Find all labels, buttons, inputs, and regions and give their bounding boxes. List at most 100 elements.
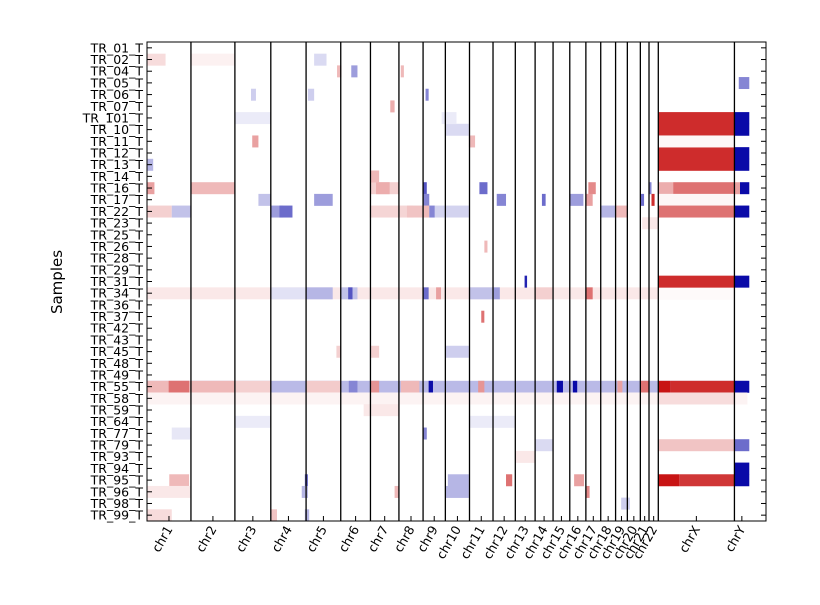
y-tick-label: TR_01_T — [90, 40, 144, 55]
heatmap-cell — [541, 193, 546, 206]
heatmap-cell — [423, 193, 430, 206]
heatmap-cell — [234, 415, 271, 428]
heatmap-cell — [348, 380, 358, 393]
y-tick-label: TR_96_T — [90, 484, 144, 499]
heatmap-cell — [493, 287, 500, 300]
y-tick-label: TR_04_T — [90, 64, 144, 79]
y-tick-label: TR_11_T — [90, 134, 144, 149]
heatmap-cell — [658, 135, 735, 148]
heatmap-cell — [621, 497, 630, 510]
heatmap-cell — [658, 158, 735, 171]
heatmap-cell — [336, 345, 341, 358]
y-tick-label: TR_55_T — [90, 379, 144, 394]
heatmap-cell — [400, 380, 420, 393]
heatmap-cell — [738, 77, 750, 90]
heatmap-cell — [147, 509, 172, 522]
heatmap-cell — [642, 217, 659, 230]
heatmap-cell — [190, 182, 235, 195]
x-tick-label: chrX — [676, 523, 703, 556]
heatmap-cell — [304, 509, 310, 522]
y-tick-label: TR_79_T — [90, 438, 144, 453]
heatmap-cell — [441, 112, 457, 125]
heatmap-cell — [585, 193, 593, 206]
heatmap-cell — [658, 112, 735, 125]
heatmap-cell — [734, 205, 750, 218]
heatmap-cell — [734, 123, 750, 136]
y-tick-label: TR_25_T — [90, 227, 144, 242]
heatmap-cell — [425, 88, 429, 101]
heatmap-cell — [445, 485, 469, 498]
heatmap-cell — [423, 427, 427, 440]
heatmap-cell — [734, 275, 750, 288]
heatmap-cell — [658, 392, 735, 405]
heatmap-cell — [270, 509, 277, 522]
y-tick-label: TR_23_T — [90, 216, 144, 231]
y-tick-label: TR_17_T — [90, 192, 144, 207]
heatmap-cell — [658, 205, 735, 218]
heatmap-cell — [252, 135, 259, 148]
heatmap-cell — [556, 380, 563, 393]
x-tick-label: chr5 — [303, 523, 330, 555]
heatmap-cell — [436, 287, 442, 300]
heatmap-cell — [734, 474, 750, 487]
y-tick-label: TR_02_T — [90, 52, 144, 67]
heatmap-cell — [572, 380, 578, 393]
y-tick-label: TR_10_T — [90, 122, 144, 137]
heatmap-cell — [658, 147, 735, 160]
heatmap-cell — [640, 193, 645, 206]
y-axis-label: Samples — [48, 250, 66, 314]
y-tick-label: TR_48_T — [90, 356, 144, 371]
heatmap-cell — [670, 380, 735, 393]
y-tick-label: TR_59_T — [90, 403, 144, 418]
heatmap-cell — [600, 205, 616, 218]
y-tick-label: TR_42_T — [90, 321, 144, 336]
heatmap-cell — [468, 135, 476, 148]
heatmap-cell — [535, 439, 554, 452]
heatmap-cell — [484, 240, 488, 253]
heatmap-cell — [428, 380, 433, 393]
heatmap-cell — [363, 404, 399, 417]
y-tick-label: TR_36_T — [90, 297, 144, 312]
heatmap-cell — [171, 427, 191, 440]
heatmap-cell — [615, 205, 628, 218]
heatmap-cell — [651, 193, 655, 206]
heatmap-cell — [740, 182, 750, 195]
x-tick-label: chr3 — [233, 523, 260, 555]
y-tick-label: TR_94_T — [90, 461, 144, 476]
y-tick-label: TR_93_T — [90, 449, 144, 464]
y-tick-label: TR_34_T — [90, 286, 144, 301]
heatmap-cell — [258, 193, 271, 206]
y-tick-label: TR_29_T — [90, 262, 144, 277]
heatmap-cell — [147, 392, 748, 405]
heatmap-cell — [640, 380, 650, 393]
heatmap-cell — [445, 345, 469, 358]
heatmap-cells — [147, 53, 750, 522]
heatmap-cell — [447, 474, 469, 487]
heatmap-cell — [468, 415, 516, 428]
heatmap-cell — [658, 439, 735, 452]
heatmap-cell — [400, 65, 404, 78]
heatmap-cell — [588, 182, 596, 195]
y-tick-label: TR_07_T — [90, 99, 144, 114]
heatmap-cell — [515, 450, 536, 463]
y-tick-label: TR_64_T — [90, 414, 144, 429]
heatmap-cell — [406, 205, 424, 218]
heatmap-cell — [270, 205, 284, 218]
x-tick-label: chr6 — [335, 523, 362, 555]
y-tick-label: TR_12_T — [90, 145, 144, 160]
heatmap-cell — [234, 380, 271, 393]
y-tick-label: TR_101_T — [82, 110, 144, 125]
heatmap-cell — [569, 193, 584, 206]
heatmap-cell — [585, 287, 593, 300]
heatmap-cell — [301, 485, 308, 498]
heatmap-cell — [658, 380, 671, 393]
heatmap-cell — [423, 287, 429, 300]
y-tick-label: TR_28_T — [90, 251, 144, 266]
y-tick-label: TR_05_T — [90, 75, 144, 90]
heatmap-cell — [445, 123, 469, 136]
heatmap-cell — [673, 182, 735, 195]
heatmap-cell — [734, 158, 750, 171]
heatmap-cell — [147, 485, 191, 498]
heatmap-cell — [369, 205, 414, 218]
